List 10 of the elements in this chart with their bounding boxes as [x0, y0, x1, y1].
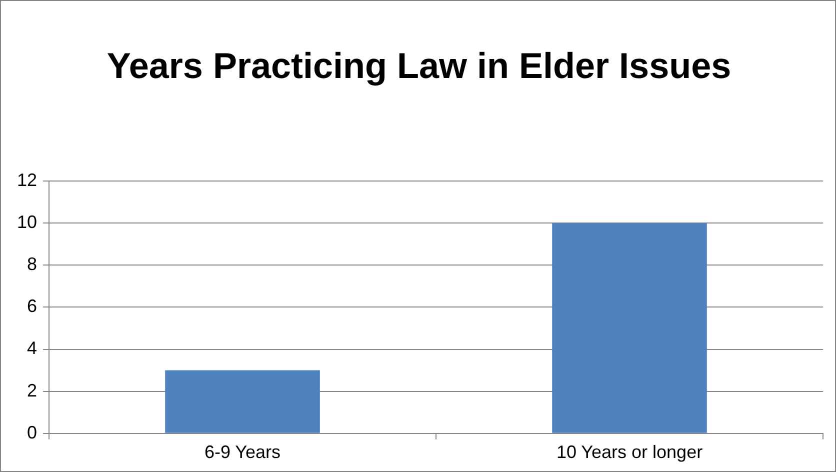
y-tick-label: 2 [27, 380, 38, 400]
y-tick-label: 6 [27, 296, 38, 316]
x-tick-label: 10 Years or longer [556, 442, 703, 462]
x-tick-label: 6-9 Years [204, 442, 281, 462]
y-tick-label: 4 [27, 338, 38, 358]
chart-title: Years Practicing Law in Elder Issues [106, 44, 732, 88]
y-tick-label: 8 [27, 254, 38, 274]
y-tick-label: 12 [16, 170, 38, 190]
y-tick-label: 10 [16, 212, 38, 232]
y-tick-label: 0 [27, 422, 38, 442]
